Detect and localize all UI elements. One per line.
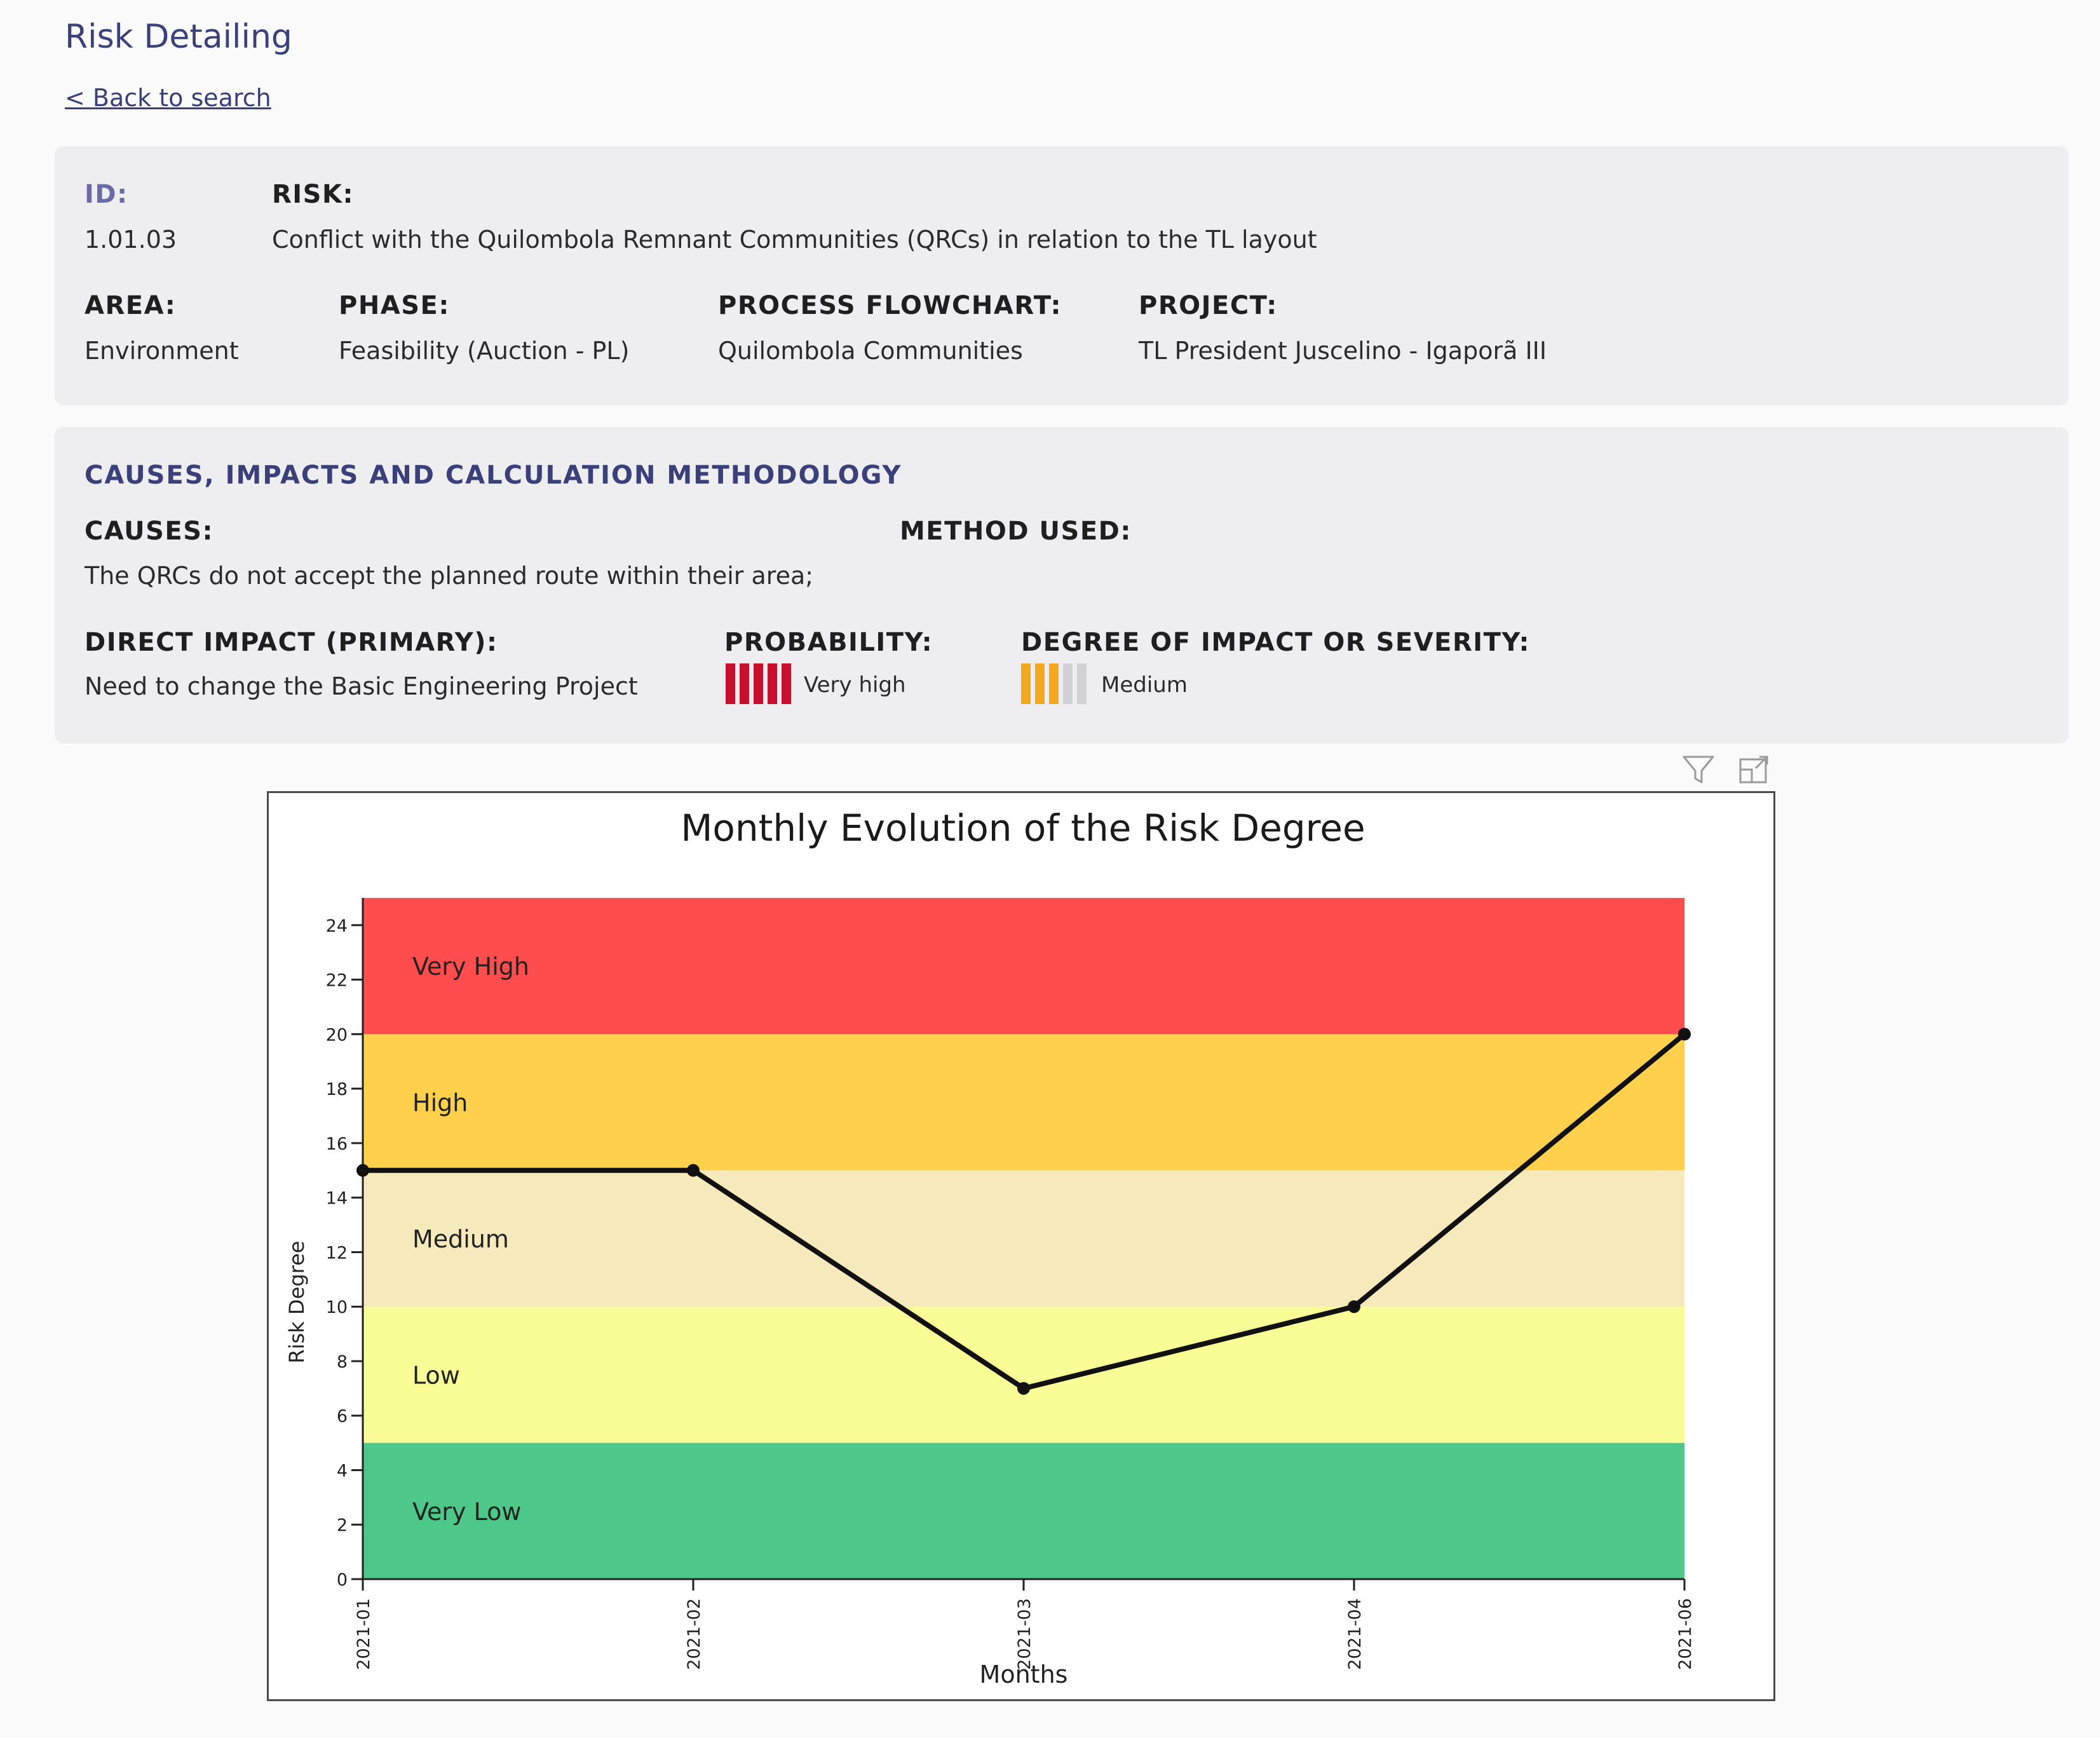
y-tick-label: 10 <box>326 1298 348 1317</box>
direct-impact-label: DIRECT IMPACT (PRIMARY): <box>85 628 498 657</box>
risk-band <box>363 1443 1684 1579</box>
y-tick-label: 24 <box>326 916 348 936</box>
back-to-search-link[interactable]: < Back to search <box>65 84 271 112</box>
y-axis-title: Risk Degree <box>285 1241 309 1364</box>
severity-scale-bar <box>1035 663 1045 704</box>
direct-impact-value: Need to change the Basic Engineering Pro… <box>85 672 638 700</box>
x-axis-title: Months <box>980 1660 1068 1688</box>
y-tick-label: 6 <box>337 1407 348 1427</box>
data-point <box>1348 1300 1360 1314</box>
page-title: Risk Detailing <box>65 18 292 56</box>
risk-value: Conflict with the Quilombola Remnant Com… <box>272 226 1317 254</box>
y-tick-label: 2 <box>337 1516 348 1535</box>
causes-value: The QRCs do not accept the planned route… <box>85 562 814 590</box>
id-value: 1.01.03 <box>85 226 177 254</box>
probability-scale-bar <box>768 663 777 704</box>
phase-value: Feasibility (Auction - PL) <box>339 337 630 365</box>
data-point <box>1678 1028 1691 1041</box>
y-tick-label: 20 <box>326 1025 348 1045</box>
project-value: TL President Juscelino - Igaporã III <box>1139 337 1547 365</box>
risk-degree-chart: Monthly Evolution of the Risk Degree Very… <box>267 791 1775 1701</box>
severity-value: Medium <box>1101 672 1188 698</box>
y-tick-label: 12 <box>326 1243 348 1263</box>
x-tick-label: 2021-03 <box>1015 1598 1034 1670</box>
probability-scale <box>726 663 791 704</box>
risk-band-label: Very Low <box>412 1498 521 1526</box>
severity-label: DEGREE OF IMPACT OR SEVERITY: <box>1021 628 1530 657</box>
phase-label: PHASE: <box>339 291 450 320</box>
data-point <box>356 1164 369 1177</box>
area-label: AREA: <box>85 291 177 320</box>
process-flowchart-label: PROCESS FLOWCHART: <box>718 291 1062 320</box>
risk-band-label: Medium <box>412 1225 509 1253</box>
filter-icon[interactable] <box>1681 752 1716 787</box>
risk-label: RISK: <box>272 180 354 209</box>
risk-band-label: Low <box>412 1361 460 1389</box>
x-tick-label: 2021-02 <box>684 1598 704 1670</box>
causes-label: CAUSES: <box>85 517 213 546</box>
risk-summary-panel <box>55 146 2069 405</box>
chart-title: Monthly Evolution of the Risk Degree <box>681 806 1365 850</box>
severity-scale-bar <box>1021 663 1031 704</box>
x-tick-label: 2021-06 <box>1676 1598 1695 1670</box>
risk-band-label: High <box>412 1089 468 1117</box>
data-point <box>1017 1382 1030 1395</box>
severity-scale <box>1021 663 1087 704</box>
y-tick-label: 22 <box>326 971 348 991</box>
y-tick-label: 14 <box>326 1189 348 1209</box>
y-tick-label: 16 <box>326 1134 348 1154</box>
risk-band <box>363 1170 1684 1307</box>
risk-band <box>363 898 1684 1035</box>
methodology-section-title: CAUSES, IMPACTS AND CALCULATION METHODOL… <box>85 461 902 490</box>
expand-icon[interactable] <box>1737 752 1772 787</box>
risk-band <box>363 1034 1684 1171</box>
y-tick-label: 8 <box>337 1352 348 1372</box>
y-tick-label: 18 <box>326 1080 348 1099</box>
id-label: ID: <box>85 180 128 209</box>
risk-band <box>363 1307 1684 1443</box>
y-tick-label: 0 <box>337 1570 348 1590</box>
x-tick-label: 2021-01 <box>354 1598 374 1670</box>
probability-value: Very high <box>804 672 906 698</box>
probability-scale-bar <box>754 663 763 704</box>
x-tick-label: 2021-04 <box>1345 1598 1365 1670</box>
probability-scale-bar <box>726 663 735 704</box>
severity-scale-bar <box>1063 663 1073 704</box>
process-flowchart-value: Quilombola Communities <box>718 337 1023 365</box>
methodology-panel <box>55 427 2069 743</box>
probability-label: PROBABILITY: <box>724 628 933 657</box>
project-label: PROJECT: <box>1139 291 1278 320</box>
probability-scale-bar <box>782 663 791 704</box>
y-tick-label: 4 <box>337 1461 348 1481</box>
severity-scale-bar <box>1077 663 1087 704</box>
method-used-label: METHOD USED: <box>900 517 1132 546</box>
severity-scale-bar <box>1049 663 1059 704</box>
area-value: Environment <box>85 337 239 365</box>
probability-scale-bar <box>740 663 749 704</box>
risk-band-label: Very High <box>412 953 529 981</box>
chart-canvas: Monthly Evolution of the Risk Degree Very… <box>285 806 1695 1688</box>
data-point <box>687 1164 700 1177</box>
